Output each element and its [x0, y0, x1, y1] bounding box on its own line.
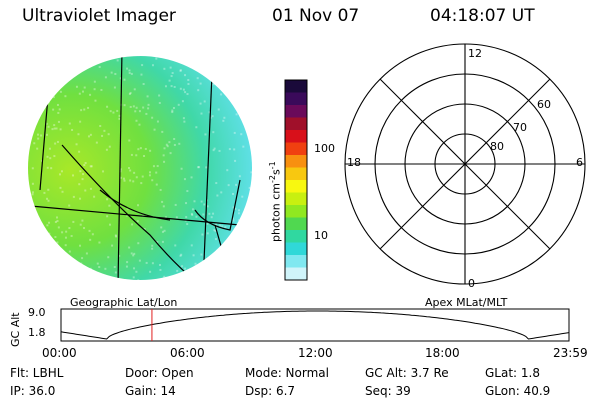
status-seq: Seq: 39	[365, 384, 411, 398]
status-glat: GLat: 1.8	[485, 366, 540, 380]
polar-grid	[344, 43, 586, 285]
polar-lat-70: 70	[513, 121, 527, 134]
polar-label-12: 12	[468, 47, 482, 60]
status-glon: GLon: 40.9	[485, 384, 551, 398]
colorbar-tick-10: 10	[314, 229, 328, 242]
timeline-left-title: Geographic Lat/Lon	[70, 296, 178, 309]
orbit-altitude-plot	[60, 308, 570, 342]
instrument-title: Ultraviolet Imager	[22, 6, 176, 26]
timeline-tick-2359: 23:59	[553, 346, 588, 360]
time-label: 04:18:07 UT	[430, 6, 535, 26]
colorbar-tick-100: 100	[314, 142, 335, 155]
polar-lat-80: 80	[490, 140, 504, 153]
timeline-tick-1200: 12:00	[298, 346, 333, 360]
timeline-tick-0000: 00:00	[42, 346, 77, 360]
auroral-image	[28, 56, 252, 280]
status-mode: Mode: Normal	[245, 366, 329, 380]
polar-label-6: 6	[576, 156, 583, 169]
polar-label-0: 0	[468, 277, 475, 290]
timeline-ymin: 1.8	[28, 326, 46, 339]
timeline-ymax: 9.0	[28, 306, 46, 319]
status-ip: IP: 36.0	[10, 384, 56, 398]
status-flt: Flt: LBHL	[10, 366, 64, 380]
status-gcalt: GC Alt: 3.7 Re	[365, 366, 449, 380]
color-scale-bar	[284, 79, 308, 281]
timeline-tick-1800: 18:00	[425, 346, 460, 360]
timeline-ylabel: GC Alt	[9, 312, 22, 347]
timeline-tick-0600: 06:00	[170, 346, 205, 360]
polar-label-18: 18	[347, 156, 361, 169]
colorbar-unit-label: photon cm-2s-1	[268, 161, 283, 242]
timeline-right-title: Apex MLat/MLT	[425, 296, 508, 309]
date-label: 01 Nov 07	[272, 6, 360, 26]
status-gain: Gain: 14	[125, 384, 176, 398]
status-dsp: Dsp: 6.7	[245, 384, 296, 398]
status-door: Door: Open	[125, 366, 194, 380]
polar-lat-60: 60	[537, 98, 551, 111]
